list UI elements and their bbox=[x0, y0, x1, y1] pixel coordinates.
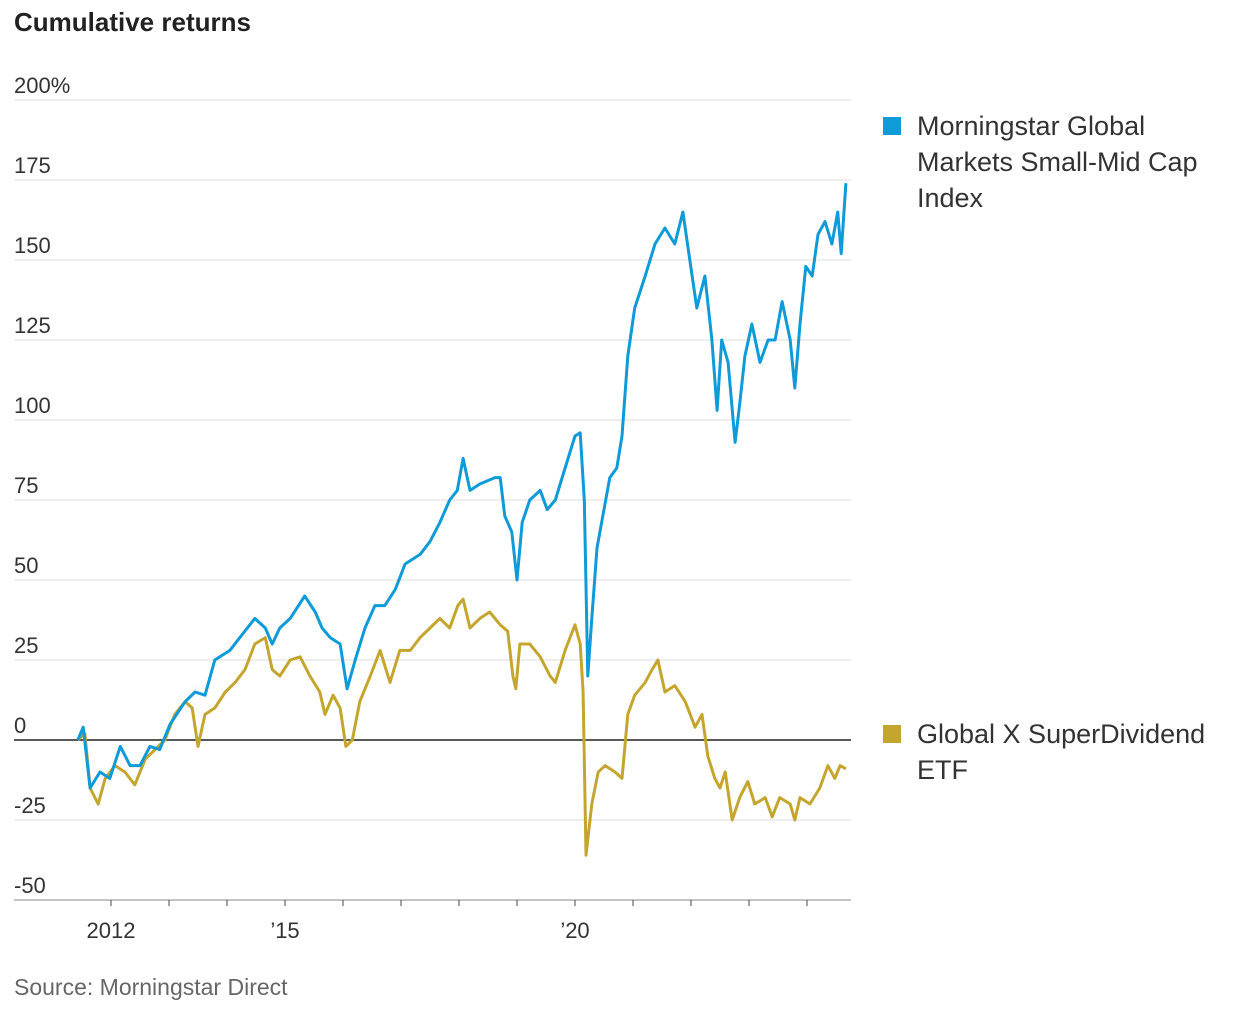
y-tick-label: 50 bbox=[14, 553, 38, 578]
y-tick-label: 0 bbox=[14, 713, 26, 738]
series-line-etf bbox=[76, 597, 847, 857]
y-tick-label: -50 bbox=[14, 873, 46, 898]
legend-swatch bbox=[883, 725, 901, 743]
legend-label: Index bbox=[917, 183, 984, 213]
y-tick-label: 100 bbox=[14, 393, 51, 418]
y-tick-label: 200% bbox=[14, 73, 70, 98]
legend-label: Morningstar Global bbox=[917, 111, 1145, 141]
x-tick-label: 2012 bbox=[87, 918, 136, 943]
legend: Morningstar Global Markets Small-Mid Cap I… bbox=[883, 111, 1205, 785]
y-tick-label: 75 bbox=[14, 473, 38, 498]
x-axis: 2012 ’15 ’20 bbox=[87, 900, 808, 943]
chart-title: Cumulative returns bbox=[14, 7, 251, 37]
legend-label: Global X SuperDividend bbox=[917, 719, 1205, 749]
x-tick-label: ’15 bbox=[270, 918, 299, 943]
y-tick-label: 175 bbox=[14, 153, 51, 178]
y-tick-label: 150 bbox=[14, 233, 51, 258]
y-tick-label: 125 bbox=[14, 313, 51, 338]
x-tick-label: ’20 bbox=[560, 918, 589, 943]
y-axis-labels: 200% 175 150 125 100 75 50 25 0 -25 -50 bbox=[14, 73, 70, 898]
series-line-index bbox=[76, 183, 848, 790]
gridlines bbox=[14, 99, 851, 901]
legend-swatch bbox=[883, 117, 901, 135]
y-tick-label: -25 bbox=[14, 793, 46, 818]
y-tick-label: 25 bbox=[14, 633, 38, 658]
series-lines bbox=[76, 183, 848, 857]
legend-label: Markets Small-Mid Cap bbox=[917, 147, 1198, 177]
legend-label: ETF bbox=[917, 755, 968, 785]
source-note: Source: Morningstar Direct bbox=[14, 974, 288, 1000]
